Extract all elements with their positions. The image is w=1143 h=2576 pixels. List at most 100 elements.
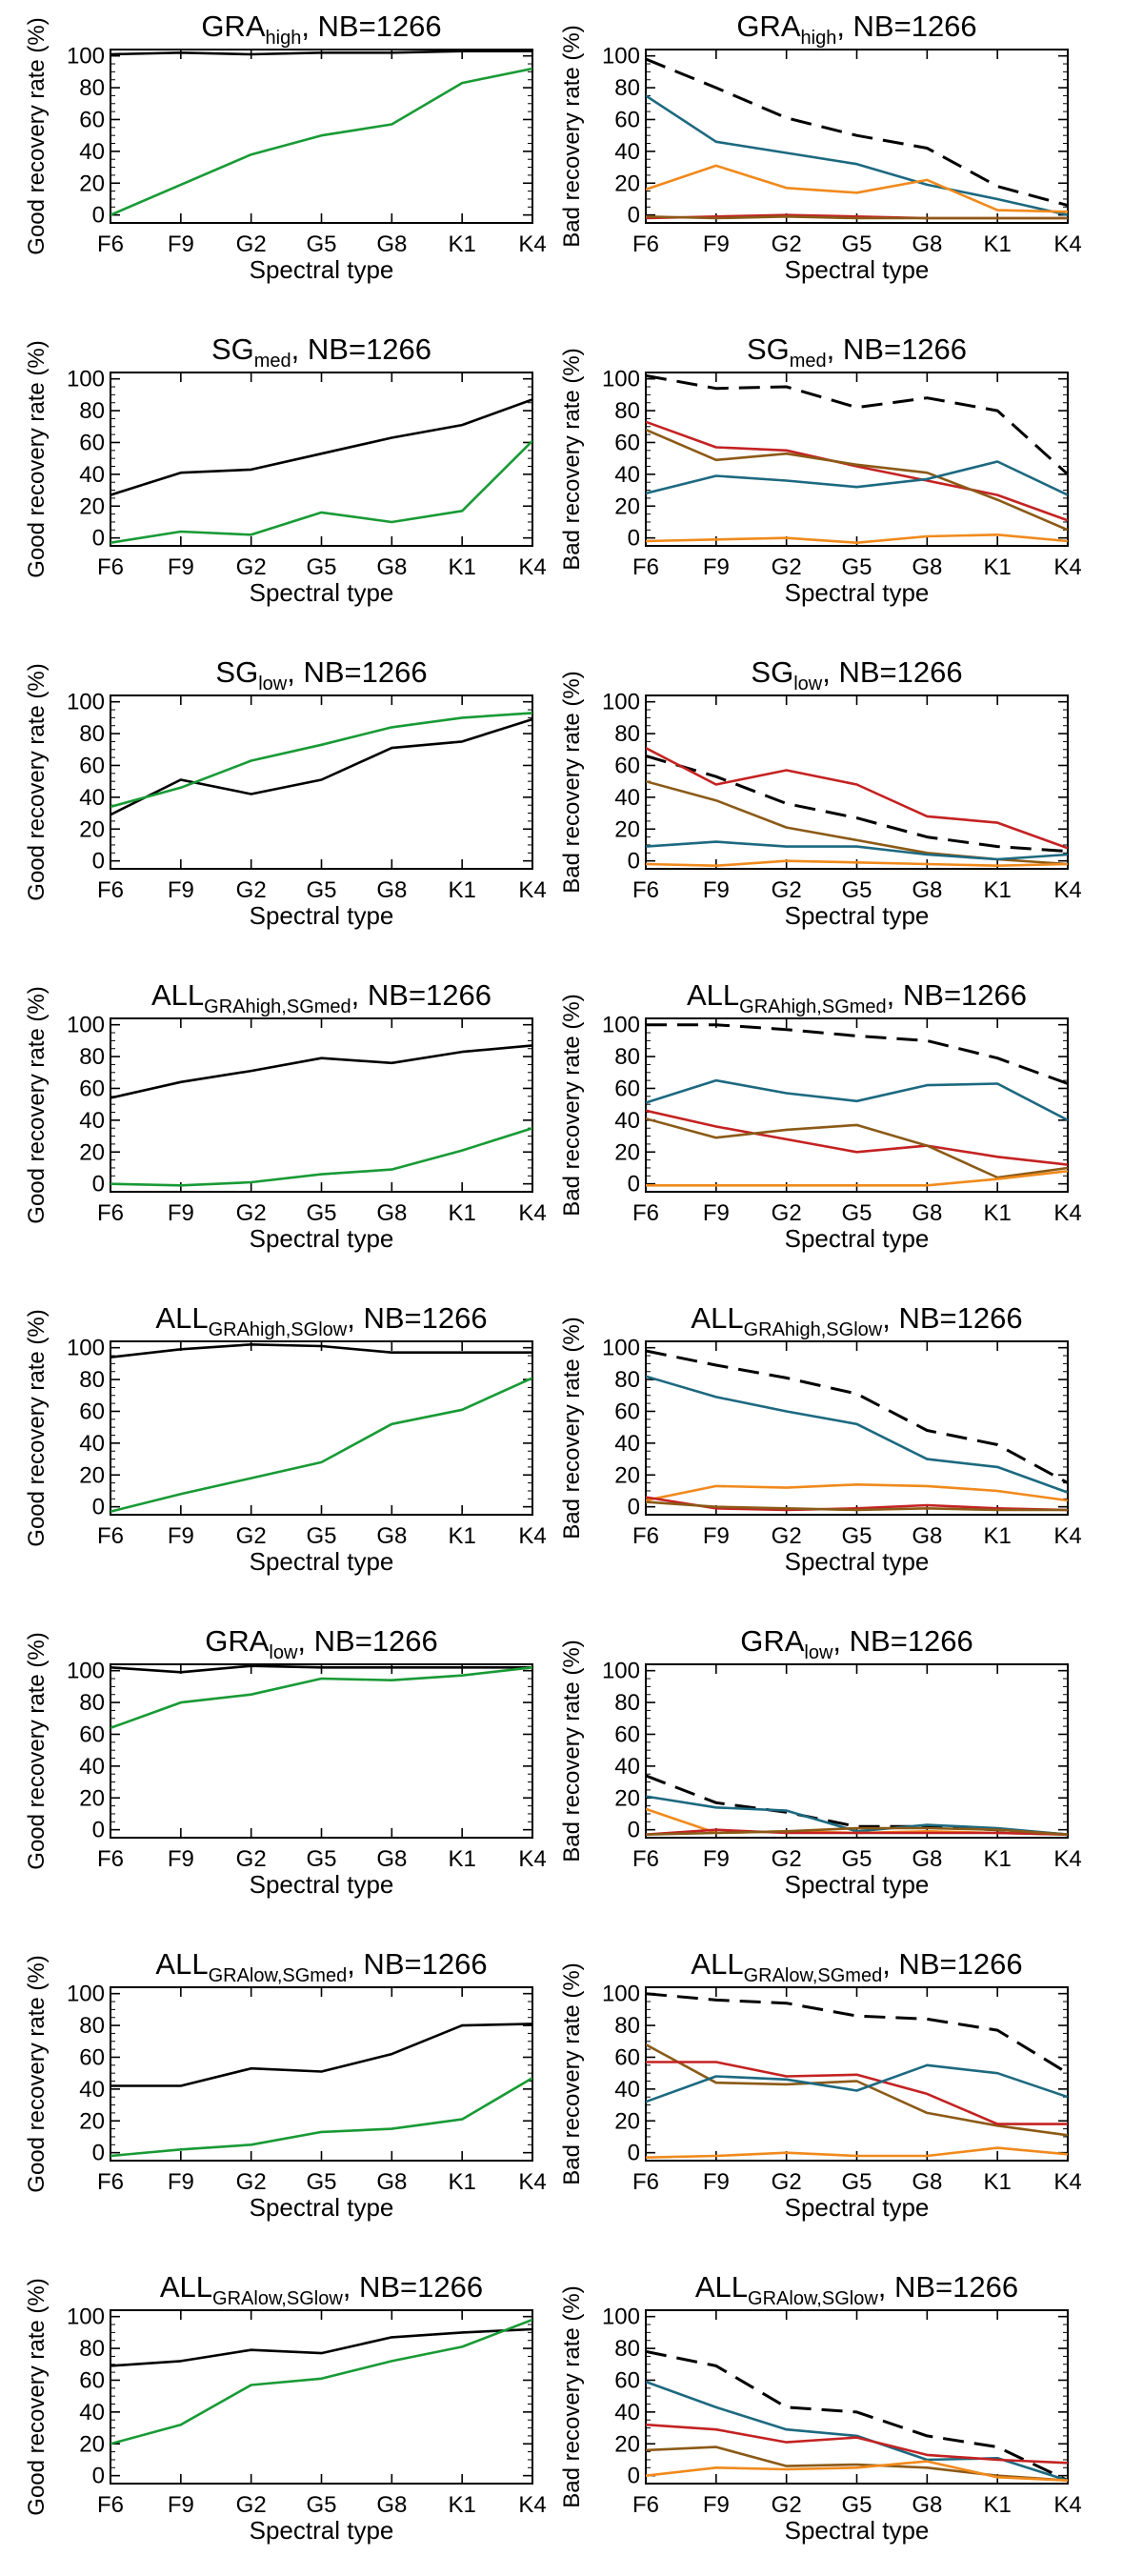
chart-title-main: SG <box>215 655 258 689</box>
x-tick-label: K1 <box>448 1846 475 1872</box>
chart-title: ALLGRAhigh,SGlow, NB=1266 <box>155 1301 487 1340</box>
x-tick-label: G5 <box>841 231 872 257</box>
y-tick-label: 20 <box>614 171 640 196</box>
x-tick-label: K1 <box>983 1200 1011 1226</box>
x-tick-label: G5 <box>306 554 336 580</box>
x-tick-label: F6 <box>632 877 659 903</box>
y-tick-label: 100 <box>602 1336 640 1361</box>
y-tick-label: 0 <box>628 526 640 552</box>
series-line <box>646 373 1068 476</box>
x-tick-label: G5 <box>306 231 336 257</box>
plot-frame <box>110 1017 533 1193</box>
y-tick-label: 0 <box>92 1172 105 1197</box>
x-tick-label: G8 <box>912 877 942 903</box>
series-group <box>110 712 532 816</box>
x-tick-label: F9 <box>168 1200 194 1226</box>
chart-title-subscript: GRAhigh,SGlow <box>744 1319 883 1340</box>
chart-title-suffix: , NB=1266 <box>882 1301 1022 1335</box>
x-tick-label: G8 <box>912 554 942 580</box>
x-axis-label: Spectral type <box>785 255 930 284</box>
y-tick-label: 40 <box>614 2077 640 2103</box>
x-axis-label: Spectral type <box>785 2193 930 2222</box>
y-tick-label: 100 <box>67 1982 105 2007</box>
x-tick-label: G2 <box>236 1846 267 1872</box>
chart-title-subscript: GRAhigh,SGmed <box>739 996 887 1017</box>
series-line <box>646 1826 1068 1836</box>
chart-left-3: ALLGRAhigh,SGmed, NB=1266 0 20 40 60 80 100 F6 F… <box>24 978 547 1253</box>
y-tick-label: 80 <box>79 1690 105 1716</box>
y-tick-label: 100 <box>602 1013 640 1038</box>
x-tick-label: K4 <box>1053 554 1081 580</box>
y-tick-label: 0 <box>92 2464 105 2489</box>
x-tick-label: K4 <box>1053 877 1081 903</box>
y-tick-label: 80 <box>79 1367 105 1393</box>
chart-title-main: ALL <box>691 1301 743 1335</box>
x-tick-label: G8 <box>912 1523 942 1549</box>
y-tick-label: 80 <box>614 2013 640 2039</box>
chart-title-main: GRA <box>205 1624 270 1658</box>
chart-title-suffix: , NB=1266 <box>827 332 967 366</box>
x-tick-label: K1 <box>448 231 475 257</box>
y-tick-label: 80 <box>614 398 640 424</box>
series-line <box>646 746 1068 850</box>
x-tick-label: G8 <box>376 2169 407 2195</box>
y-tick-label: 40 <box>79 2077 105 2103</box>
y-tick-label: 0 <box>92 1495 105 1520</box>
x-tick-label: G5 <box>306 1523 336 1549</box>
y-tick-label: 20 <box>614 2431 640 2457</box>
plot-frame <box>110 1340 533 1516</box>
x-tick-label: F9 <box>703 554 730 580</box>
y-tick-label: 80 <box>79 1044 105 1070</box>
chart-title: ALLGRAlow,SGmed, NB=1266 <box>691 1947 1022 1986</box>
y-tick-label: 60 <box>79 2044 105 2070</box>
x-tick-label: F9 <box>703 2492 730 2518</box>
series-group <box>110 50 532 216</box>
x-axis-label: Spectral type <box>250 1870 394 1899</box>
series-line <box>646 428 1068 532</box>
y-tick-label: 60 <box>79 753 105 778</box>
x-tick-label: F9 <box>703 1846 730 1872</box>
series-line <box>646 1109 1068 1166</box>
plot-frame <box>110 1663 533 1839</box>
x-tick-label: G8 <box>912 2169 942 2195</box>
y-tick-label: 100 <box>67 2304 105 2330</box>
chart-title: GRAlow, NB=1266 <box>205 1624 438 1663</box>
chart-title-main: ALL <box>155 1301 208 1335</box>
x-tick-label: F9 <box>703 877 730 903</box>
series-line <box>646 420 1068 522</box>
chart-right-6: ALLGRAlow,SGmed, NB=1266 0 20 40 60 80 100 F6 F9… <box>559 1947 1082 2222</box>
x-axis-label: Spectral type <box>785 578 930 607</box>
series-line <box>646 779 1068 866</box>
x-tick-label: G2 <box>236 1200 267 1226</box>
series-group <box>646 1023 1068 1187</box>
x-tick-label: G2 <box>236 877 267 903</box>
y-tick-label: 20 <box>614 1785 640 1811</box>
y-tick-label: 40 <box>79 1431 105 1457</box>
chart-title-main: ALL <box>155 1947 208 1981</box>
chart-title: ALLGRAlow,SGlow, NB=1266 <box>695 2270 1018 2309</box>
y-axis-label: Bad recovery rate (%) <box>559 994 585 1216</box>
x-tick-label: K4 <box>518 231 546 257</box>
x-tick-label: K1 <box>448 2492 475 2518</box>
series-line <box>646 1828 1068 1836</box>
x-tick-label: G8 <box>376 2492 407 2518</box>
x-tick-label: F6 <box>97 554 124 580</box>
y-tick-label: 100 <box>67 1659 105 1684</box>
chart-title: ALLGRAhigh,SGlow, NB=1266 <box>691 1301 1022 1340</box>
y-tick-label: 0 <box>628 1818 640 1843</box>
series-line <box>646 1496 1068 1512</box>
chart-title-subscript: med <box>790 351 827 372</box>
series-line <box>110 2023 532 2087</box>
y-axis-label: Bad recovery rate (%) <box>559 1640 585 1862</box>
x-tick-label: G8 <box>912 2492 942 2518</box>
chart-left-7: ALLGRAlow,SGlow, NB=1266 0 20 40 60 80 100 F6 F9… <box>24 2270 547 2545</box>
chart-title-suffix: , NB=1266 <box>878 2270 1018 2304</box>
x-tick-label: K1 <box>983 2492 1011 2518</box>
chart-title-main: SG <box>747 332 790 366</box>
plot-frame <box>645 1663 1069 1839</box>
x-tick-label: G5 <box>841 1846 872 1872</box>
series-group <box>110 1343 532 1513</box>
series-line <box>110 398 532 496</box>
x-tick-label: G5 <box>306 877 336 903</box>
chart-title-suffix: , NB=1266 <box>822 655 962 689</box>
